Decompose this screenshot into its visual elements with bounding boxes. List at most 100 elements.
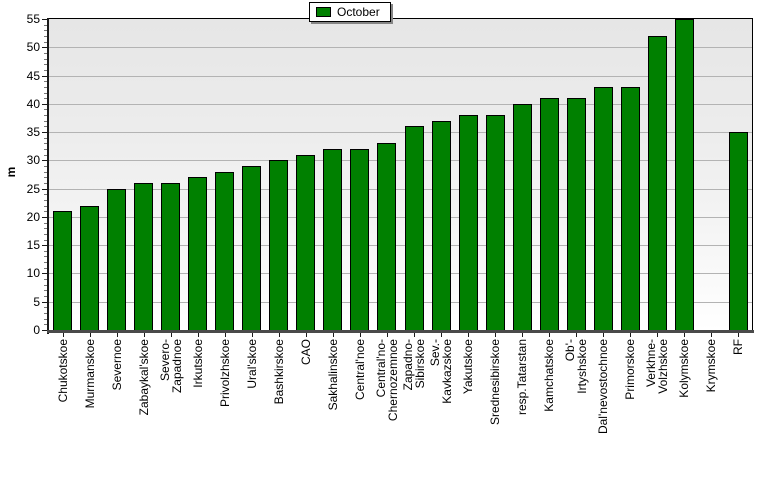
y-minor-tick bbox=[44, 109, 47, 110]
y-minor-tick bbox=[44, 194, 47, 195]
y-tick bbox=[42, 189, 47, 190]
y-minor-tick bbox=[44, 98, 47, 99]
y-minor-tick bbox=[44, 285, 47, 286]
x-tick-label: Severo- Zapadnoe bbox=[158, 339, 184, 394]
y-minor-tick bbox=[44, 240, 47, 241]
x-tick-label: Kamchatskoe bbox=[542, 339, 556, 412]
y-tick bbox=[42, 245, 47, 246]
bar bbox=[188, 177, 207, 330]
y-tick-label: 20 bbox=[26, 210, 40, 224]
x-tick-label: CAO bbox=[299, 339, 313, 366]
y-minor-tick bbox=[44, 307, 47, 308]
x-tick bbox=[711, 333, 712, 337]
gridline bbox=[49, 302, 752, 303]
bar bbox=[323, 149, 342, 330]
x-tick-label: Privolzhskoe bbox=[218, 339, 232, 408]
y-minor-tick bbox=[44, 30, 47, 31]
y-minor-tick bbox=[44, 87, 47, 88]
plot-area bbox=[48, 18, 753, 331]
x-tick-label: Sakhalinskoe bbox=[326, 339, 340, 411]
y-tick bbox=[42, 302, 47, 303]
x-tick-label: Zabaykal'skoe bbox=[137, 339, 151, 416]
y-tick-label: 15 bbox=[26, 238, 40, 252]
y-minor-tick bbox=[44, 177, 47, 178]
y-tick bbox=[42, 217, 47, 218]
bar bbox=[567, 98, 586, 330]
gridline bbox=[49, 132, 752, 133]
x-tick bbox=[495, 333, 496, 337]
y-minor-tick bbox=[44, 36, 47, 37]
y-tick-label: 55 bbox=[26, 12, 40, 26]
bar bbox=[540, 98, 559, 330]
x-tick-label: Severnoe bbox=[110, 339, 124, 391]
y-minor-tick bbox=[44, 172, 47, 173]
y-minor-tick bbox=[44, 143, 47, 144]
bar bbox=[405, 126, 424, 330]
y-minor-tick bbox=[44, 228, 47, 229]
y-minor-tick bbox=[44, 64, 47, 65]
y-axis-line bbox=[47, 18, 49, 334]
y-tick-label: 5 bbox=[33, 295, 40, 309]
y-minor-tick bbox=[44, 42, 47, 43]
y-tick bbox=[42, 76, 47, 77]
bar bbox=[215, 172, 234, 330]
y-tick bbox=[42, 273, 47, 274]
x-tick-label: Krymskoe bbox=[704, 339, 718, 393]
y-tick bbox=[42, 132, 47, 133]
y-minor-tick bbox=[44, 138, 47, 139]
x-tick bbox=[549, 333, 550, 337]
x-tick-label: Dal'nevostochnoe bbox=[596, 339, 610, 435]
x-tick bbox=[333, 333, 334, 337]
x-tick-label: Chukotskoe bbox=[56, 339, 70, 403]
x-tick bbox=[387, 333, 388, 337]
x-tick bbox=[90, 333, 91, 337]
x-tick bbox=[630, 333, 631, 337]
x-tick bbox=[306, 333, 307, 337]
y-tick-label: 50 bbox=[26, 40, 40, 54]
bar bbox=[675, 19, 694, 330]
x-tick-label: Zapadno- Sibirskoe bbox=[401, 339, 427, 391]
bar bbox=[432, 121, 451, 330]
y-minor-tick bbox=[44, 149, 47, 150]
y-minor-tick bbox=[44, 93, 47, 94]
y-tick bbox=[42, 19, 47, 20]
x-tick-label: Irkutskoe bbox=[191, 339, 205, 388]
x-tick-label: Bashkirskoe bbox=[272, 339, 286, 405]
y-tick-label: 35 bbox=[26, 125, 40, 139]
bar bbox=[296, 155, 315, 330]
x-tick-label: Srednesibirskoe bbox=[488, 339, 502, 426]
y-minor-tick bbox=[44, 268, 47, 269]
x-tick bbox=[360, 333, 361, 337]
x-tick bbox=[198, 333, 199, 337]
x-tick bbox=[252, 333, 253, 337]
x-tick bbox=[738, 333, 739, 337]
y-minor-tick bbox=[44, 234, 47, 235]
x-tick-label: Central'noe bbox=[353, 339, 367, 400]
y-minor-tick bbox=[44, 126, 47, 127]
y-tick bbox=[42, 47, 47, 48]
bar bbox=[729, 132, 748, 330]
x-tick-label: Ob'- Irtyshskoe bbox=[563, 339, 589, 394]
y-tick bbox=[42, 160, 47, 161]
y-tick-label: 25 bbox=[26, 182, 40, 196]
legend: October bbox=[309, 2, 391, 22]
x-axis-line bbox=[47, 330, 754, 333]
gridline bbox=[49, 217, 752, 218]
gridline bbox=[49, 47, 752, 48]
y-minor-tick bbox=[44, 200, 47, 201]
y-tick-label: 30 bbox=[26, 153, 40, 167]
y-tick-label: 0 bbox=[33, 323, 40, 337]
x-tick bbox=[576, 333, 577, 337]
x-tick bbox=[441, 333, 442, 337]
y-minor-tick bbox=[44, 70, 47, 71]
y-minor-tick bbox=[44, 290, 47, 291]
gridline bbox=[49, 245, 752, 246]
y-minor-tick bbox=[44, 251, 47, 252]
x-tick bbox=[468, 333, 469, 337]
y-minor-tick bbox=[44, 81, 47, 82]
x-tick bbox=[171, 333, 172, 337]
y-axis-title: m bbox=[4, 166, 18, 178]
x-tick-label: Kolymskoe bbox=[677, 339, 691, 398]
bar bbox=[107, 189, 126, 330]
